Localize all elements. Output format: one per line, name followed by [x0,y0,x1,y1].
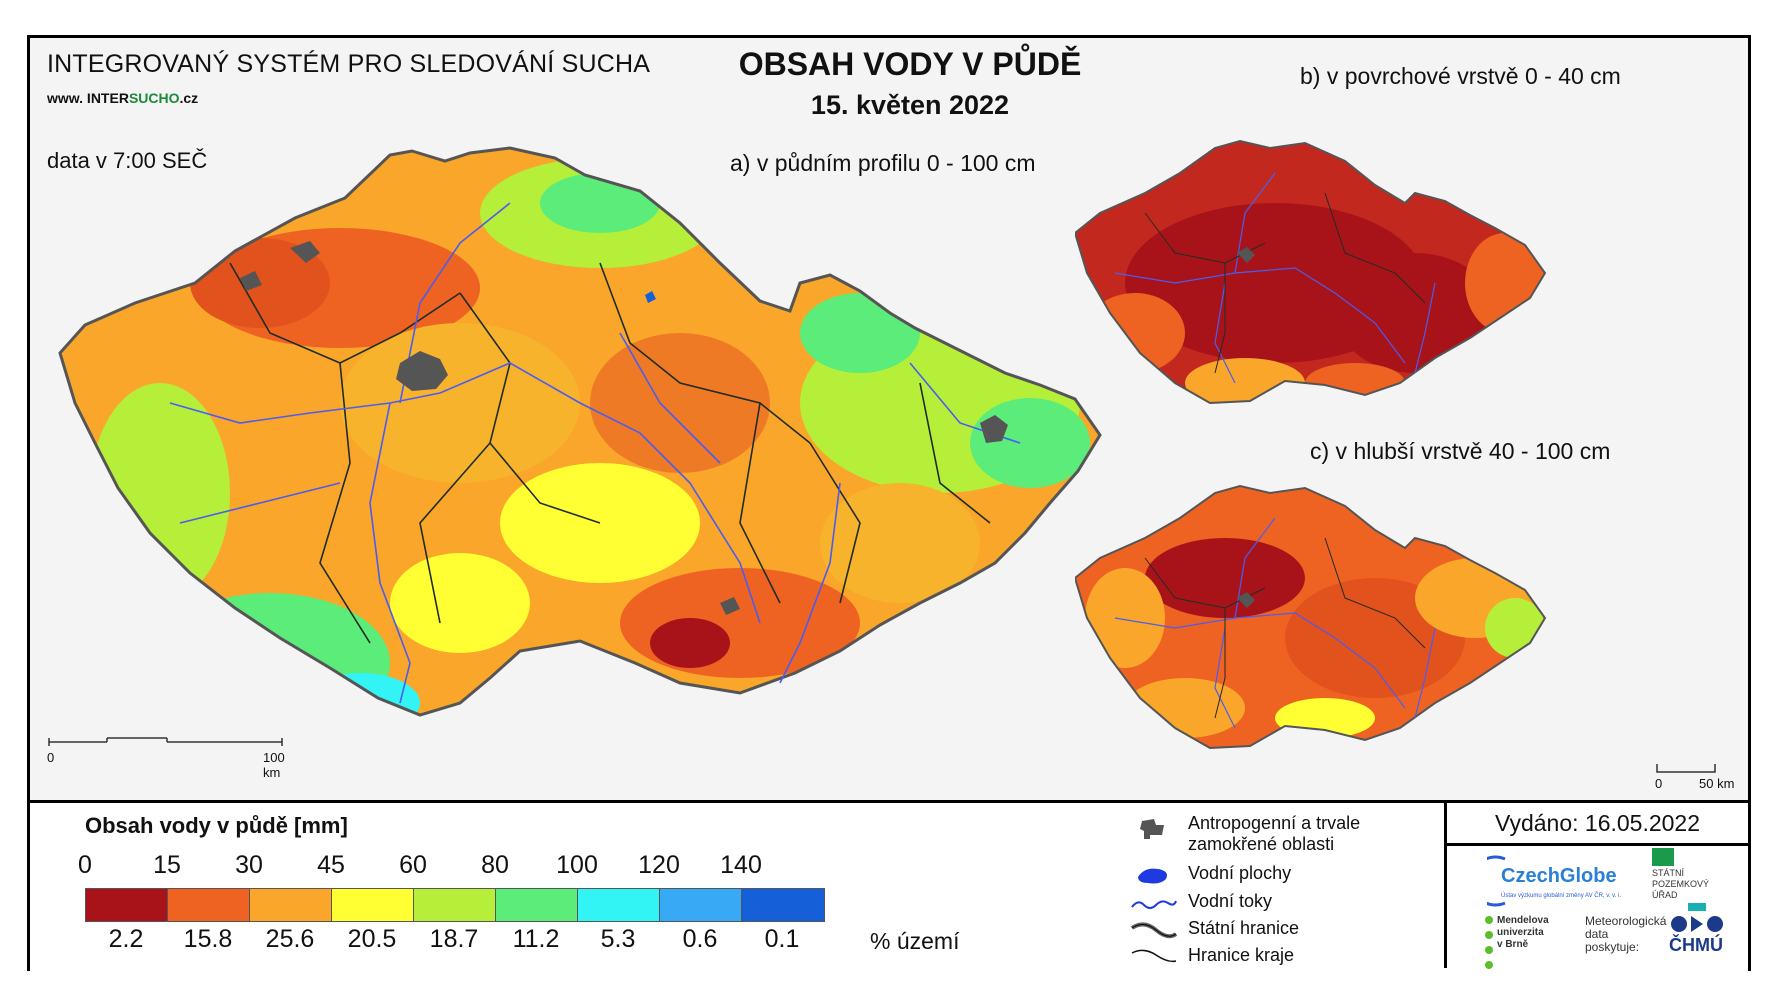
scale-bar-main: 0 100 km [47,728,287,780]
legend-tick: 80 [481,851,509,879]
map-c-label: c) v hlubší vrstvě 40 - 100 cm [1310,438,1611,464]
legend-swatch [496,889,578,921]
legend-percent: 0.1 [764,925,800,953]
legend-swatch [332,889,414,921]
scale-main-start: 0 [47,750,55,765]
river-icon [1131,900,1177,909]
symbol-state-border: Státní hranice [1130,918,1299,944]
region-border-icon [1131,949,1177,963]
legend-swatch [168,889,250,921]
map-frame: INTEGROVANÝ SYSTÉM PRO SLEDOVÁNÍ SUCHA w… [27,35,1751,971]
symbol-water-body: Vodní plochy [1130,863,1291,889]
legend-tick: 140 [720,851,762,879]
issued-date: Vydáno: 16.05.2022 [1447,803,1748,846]
symbol-region-border: Hranice kraje [1130,945,1294,971]
scale-small-start: 0 [1655,776,1663,791]
map-b-surface-layer [1075,139,1547,405]
czechglobe-logo: CzechGlobe Ústav výzkumu globální změny … [1487,851,1647,911]
legend-tick: 30 [235,851,263,879]
issued-panel: Vydáno: 16.05.2022 CzechGlobe Ústav výzk… [1444,803,1748,969]
data-time-label: data v 7:00 SEČ [47,148,208,173]
legend-color-bar [85,888,825,922]
map-a-soil-profile [58,146,1102,717]
legend-tick: 45 [317,851,345,879]
legend-percent-unit: % území [870,928,960,954]
legend-percent: 0.6 [682,925,718,953]
legend-swatch [86,889,168,921]
mendel-university-logo: Mendelova univerzita v Brně [1485,915,1549,969]
map-date: 15. květen 2022 [810,90,1010,120]
legend-tick: 0 [78,851,92,879]
page-title: OBSAH VODY V PŮDĚ [738,46,1082,82]
symbol-urban: Antropogenní a trvale zamokřené oblasti [1130,813,1360,855]
legend-swatch [660,889,742,921]
website-link[interactable]: www. INTERSUCHO.cz [47,90,199,106]
map-area: INTEGROVANÝ SYSTÉM PRO SLEDOVÁNÍ SUCHA w… [30,38,1748,800]
spu-logo: STÁTNÍ POZEMKOVÝ ÚŘAD [1652,848,1709,911]
legend-tick: 60 [399,851,427,879]
legend-percent: 11.2 [512,925,560,953]
meteo-data-label: Meteorologická data poskytuje: [1585,914,1667,954]
legend-percent: 20.5 [347,925,397,953]
map-c-deep-layer [1075,484,1547,750]
legend-percent: 18.7 [429,925,479,953]
legend-swatch [414,889,496,921]
system-title: INTEGROVANÝ SYSTÉM PRO SLEDOVÁNÍ SUCHA [47,50,651,78]
legend-panel: Obsah vody v půdě [mm] 0 15 30 45 60 80 … [30,800,1748,971]
scale-main-end: 100 km [263,750,285,780]
urban-area-icon [1140,819,1164,839]
legend-swatch [742,889,824,921]
state-border-icon [1130,922,1178,939]
water-body-icon [1138,868,1167,884]
scale-small-end: 50 km [1699,776,1735,791]
map-a-label: a) v půdním profilu 0 - 100 cm [730,150,1036,176]
legend-tick: 100 [556,851,598,879]
legend-percent: 5.3 [600,925,636,953]
legend-percent: 2.2 [108,925,144,953]
chmu-logo: ČHMÚ [1669,913,1729,956]
legend-tick: 120 [638,851,680,879]
legend-percent: 15.8 [183,925,233,953]
legend-title: Obsah vody v půdě [mm] [85,813,348,838]
legend-percent: 25.6 [265,925,315,953]
scale-bar-small: 0 50 km [1655,760,1745,796]
symbol-river: Vodní toky [1130,891,1272,917]
legend-swatch [578,889,660,921]
legend-swatch [250,889,332,921]
map-b-label: b) v povrchové vrstvě 0 - 40 cm [1300,63,1621,89]
legend-tick: 15 [153,851,181,879]
